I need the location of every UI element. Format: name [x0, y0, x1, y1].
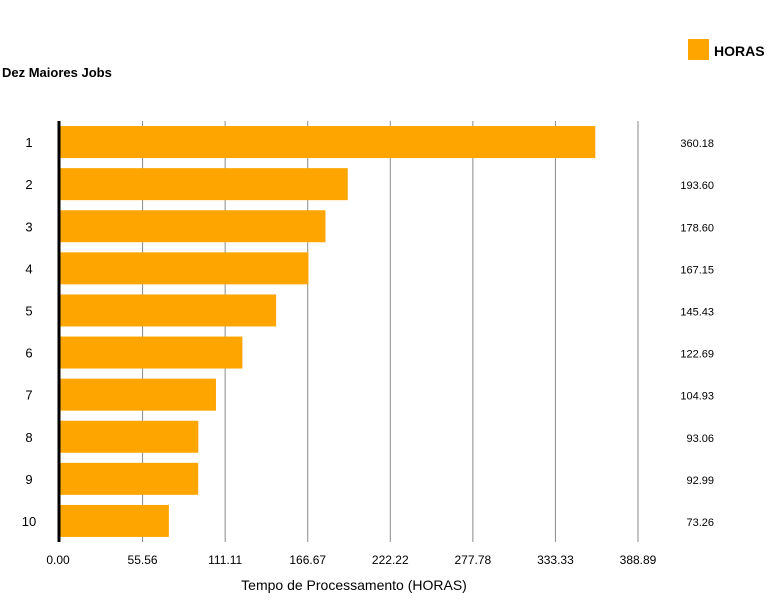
bar — [60, 252, 309, 285]
category-label: 3 — [25, 219, 32, 234]
bar — [60, 336, 243, 369]
x-tick-label: 277.78 — [455, 553, 492, 567]
category-labels: 1 2 3 4 5 6 7 8 9 10 — [22, 135, 36, 529]
category-label: 8 — [25, 430, 32, 445]
x-tick-label: 55.56 — [128, 553, 158, 567]
value-label: 73.26 — [686, 517, 714, 529]
category-label: 5 — [25, 303, 32, 318]
x-tick-label: 222.22 — [372, 553, 409, 567]
legend: HORAS — [688, 39, 765, 60]
value-label: 92.99 — [686, 475, 714, 487]
bar — [60, 378, 216, 411]
bar — [60, 294, 277, 327]
value-label: 178.60 — [680, 222, 714, 234]
x-axis-title: Tempo de Processamento (HORAS) — [241, 577, 467, 593]
category-label: 2 — [25, 177, 32, 192]
value-label: 167.15 — [680, 264, 714, 276]
category-label: 6 — [25, 346, 32, 361]
x-tick-label: 0.00 — [46, 553, 70, 567]
value-label: 193.60 — [680, 180, 714, 192]
value-label: 104.93 — [680, 391, 714, 403]
bar — [60, 504, 169, 537]
legend-label: HORAS — [714, 43, 765, 59]
value-label: 93.06 — [686, 433, 714, 445]
value-label: 360.18 — [680, 138, 714, 150]
category-label: 1 — [25, 135, 32, 150]
category-label: 10 — [22, 514, 36, 529]
value-labels: 360.18 193.60 178.60 167.15 145.43 122.69 104.… — [680, 138, 714, 529]
category-label: 4 — [25, 261, 32, 276]
x-tick-label: 166.67 — [289, 553, 326, 567]
bar — [60, 210, 326, 243]
x-tick-label: 333.33 — [537, 553, 574, 567]
value-label: 122.69 — [680, 349, 714, 361]
x-tick-label: 388.89 — [620, 553, 657, 567]
category-label: 7 — [25, 388, 32, 403]
x-tick-label: 111.11 — [208, 553, 242, 567]
value-label: 145.43 — [680, 306, 714, 318]
bar — [60, 462, 199, 495]
chart-title: Dez Maiores Jobs — [2, 65, 112, 80]
bar — [60, 126, 596, 159]
bar — [60, 420, 199, 453]
bar — [60, 168, 348, 201]
x-tick-labels: 0.00 55.56 111.11 166.67 222.22 277.78 333.33 3… — [46, 553, 656, 567]
bars — [60, 126, 596, 537]
legend-swatch — [688, 39, 709, 60]
category-label: 9 — [25, 472, 32, 487]
